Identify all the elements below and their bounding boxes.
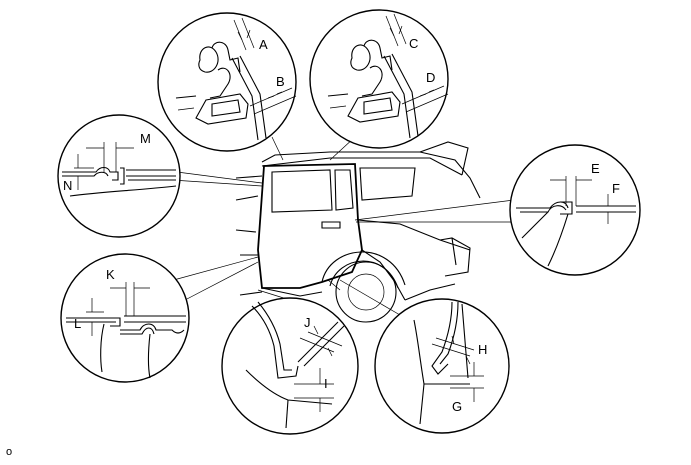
panel-section-gh [413, 301, 470, 425]
detail-circle-ij: J I [221, 297, 359, 435]
panel-section-ij [245, 301, 345, 429]
dimension-arrows-ab [233, 17, 297, 115]
detail-circle-ef: E F [509, 144, 641, 276]
panel-section-kl [66, 315, 186, 379]
dimension-arrows-gh [431, 335, 484, 402]
panel-section-mn [62, 166, 177, 197]
detail-circle-kl: K L [60, 253, 190, 383]
label-g: G [452, 399, 462, 414]
dimension-arrows-cd [385, 13, 449, 113]
weatherstrip-seal-ab [175, 41, 267, 141]
detail-circle-ab: A B [157, 12, 297, 152]
label-c: C [409, 36, 418, 51]
label-m: M [140, 131, 151, 146]
label-e: E [591, 161, 600, 176]
detail-circle-gh: H G [374, 298, 510, 434]
dimension-arrows-mn [74, 142, 134, 190]
label-h: H [478, 342, 487, 357]
dimension-arrows-kl [86, 282, 150, 336]
label-n: N [63, 178, 72, 193]
label-k: K [106, 267, 115, 282]
label-f: F [612, 181, 620, 196]
label-b: B [276, 74, 285, 89]
label-i: I [324, 376, 328, 391]
detail-circle-mn: M N [57, 114, 181, 238]
label-j: J [304, 315, 311, 330]
leader-lines [169, 136, 515, 316]
label-d: D [426, 70, 435, 85]
detail-circle-cd: C D [309, 9, 449, 149]
weatherstrip-seal-cd [327, 39, 419, 139]
label-a: A [259, 37, 268, 52]
label-l: L [74, 316, 81, 331]
dimension-arrows-ef [550, 176, 620, 224]
footer-code: o [6, 446, 13, 458]
dimension-arrows-ij [294, 325, 343, 412]
vehicle-body [235, 141, 481, 323]
